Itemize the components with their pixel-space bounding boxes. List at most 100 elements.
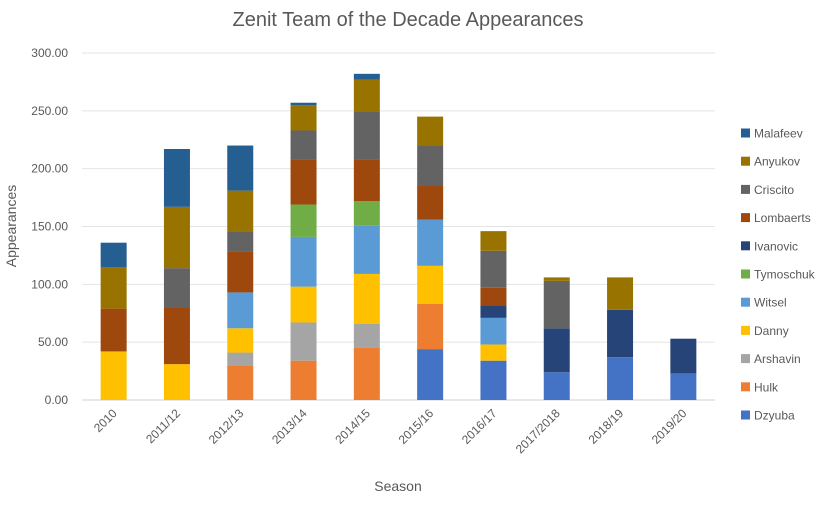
bar-segment-criscito (543, 280, 570, 329)
y-tick-label: 0.00 (45, 393, 69, 407)
legend-item-anyukov: Anyukov (741, 155, 800, 169)
x-tick-label: 2010 (91, 406, 120, 435)
bar-segment-anyukov (353, 79, 380, 112)
bar-segment-arshavin (227, 352, 254, 366)
bar-segment-malafeev (100, 242, 127, 267)
bar-segment-witsel (480, 317, 507, 345)
bar-segment-hulk (227, 365, 254, 400)
bar-segment-anyukov (417, 116, 444, 146)
bar-segment-anyukov (100, 266, 127, 309)
legend-item-ivanovic: Ivanovic (741, 239, 798, 253)
legend-label: Arshavin (754, 352, 801, 366)
y-axis-ticks: 0.00 50.00 100.00 150.00 200.00 250.00 300.00 (31, 46, 68, 407)
legend-swatch (741, 184, 750, 194)
bar-segment-lombaerts (227, 251, 254, 293)
y-axis-label: Appearances (3, 185, 19, 268)
legend-label: Witsel (754, 296, 787, 310)
bar-segment-malafeev (353, 73, 380, 80)
legend-swatch (741, 128, 750, 138)
legend-swatch (741, 382, 750, 392)
legend-item-hulk: Hulk (741, 380, 779, 394)
bar-segment-lombaerts (163, 307, 190, 365)
legend-swatch (741, 354, 750, 364)
legend-label: Lombaerts (754, 211, 811, 225)
legend-label: Hulk (754, 380, 779, 394)
legend-item-tymoschuk: Tymoschuk (741, 268, 816, 282)
legend-item-witsel: Witsel (741, 296, 787, 310)
bar-segment-danny (163, 364, 190, 400)
chart-title: Zenit Team of the Decade Appearances (233, 9, 584, 31)
x-tick-label: 2013/14 (269, 406, 310, 447)
bar-segment-tymoschuk (290, 204, 317, 237)
x-tick-label: 2019/20 (649, 406, 690, 447)
bar-segment-danny (227, 328, 254, 353)
bar-segment-ivanovic (670, 338, 697, 374)
legend-label: Anyukov (754, 155, 800, 169)
legend-label: Danny (754, 324, 789, 338)
bar-segment-criscito (417, 145, 444, 187)
x-tick-label: 2011/12 (143, 406, 183, 446)
bar-segment-criscito (480, 250, 507, 288)
bar-segment-ivanovic (607, 309, 634, 358)
bar-segment-criscito (290, 130, 317, 160)
bar-segment-anyukov (290, 105, 317, 131)
x-axis-label: Season (374, 478, 421, 494)
bar-segment-dzyuba (670, 373, 697, 400)
bar-segment-dzyuba (607, 357, 634, 400)
bar-segment-hulk (417, 303, 444, 350)
legend-item-malafeev: Malafeev (741, 127, 803, 141)
bar-segment-lombaerts (353, 159, 380, 202)
bar-segment-danny (290, 286, 317, 323)
bar-segment-dzyuba (543, 372, 570, 400)
bar-segment-anyukov (607, 277, 634, 310)
legend-item-dzyuba: Dzyuba (741, 409, 795, 423)
bar-segment-criscito (353, 111, 380, 160)
bar-segment-danny (100, 351, 127, 400)
legend-swatch (741, 213, 750, 223)
bar-segment-anyukov (227, 190, 254, 232)
bar-segment-hulk (353, 347, 380, 400)
bar-segment-witsel (290, 236, 317, 287)
legend-item-danny: Danny (741, 324, 789, 338)
legend-label: Tymoschuk (754, 268, 816, 282)
legend-swatch (741, 269, 750, 279)
legend-swatch (741, 241, 750, 251)
bar-segment-criscito (163, 268, 190, 308)
bars (100, 73, 697, 400)
x-tick-label: 2015/16 (396, 406, 437, 447)
y-tick-label: 100.00 (31, 277, 68, 291)
bar-segment-danny (417, 265, 444, 304)
bar-segment-lombaerts (417, 186, 444, 220)
legend-label: Criscito (754, 183, 794, 197)
x-axis-ticks: 2010 2011/12 2012/13 2013/14 2014/15 2015/16 2… (91, 406, 690, 456)
bar-segment-criscito (227, 231, 254, 252)
bar-segment-lombaerts (100, 308, 127, 352)
y-tick-label: 50.00 (38, 335, 68, 349)
y-tick-label: 200.00 (31, 162, 68, 176)
bar-segment-anyukov (480, 231, 507, 251)
x-tick-label: 2018/19 (586, 406, 627, 447)
bar-segment-lombaerts (290, 159, 317, 205)
legend-label: Ivanovic (754, 239, 798, 253)
bar-segment-ivanovic (480, 305, 507, 318)
legend-label: Dzyuba (754, 409, 795, 423)
y-tick-label: 250.00 (31, 104, 68, 118)
legend-label: Malafeev (754, 127, 803, 141)
bar-segment-malafeev (227, 145, 254, 191)
legend-swatch (741, 156, 750, 166)
legend-item-lombaerts: Lombaerts (741, 211, 811, 225)
bar-segment-arshavin (290, 322, 317, 361)
legend-swatch (741, 410, 750, 420)
bar-segment-anyukov (163, 206, 190, 269)
legend-swatch (741, 325, 750, 335)
bar-segment-witsel (227, 292, 254, 329)
y-tick-label: 300.00 (31, 46, 68, 60)
legend-swatch (741, 297, 750, 307)
bar-segment-dzyuba (480, 360, 507, 400)
legend-item-arshavin: Arshavin (741, 352, 801, 366)
bar-segment-malafeev (163, 149, 190, 207)
y-tick-label: 150.00 (31, 220, 68, 234)
bar-segment-malafeev (290, 102, 317, 106)
